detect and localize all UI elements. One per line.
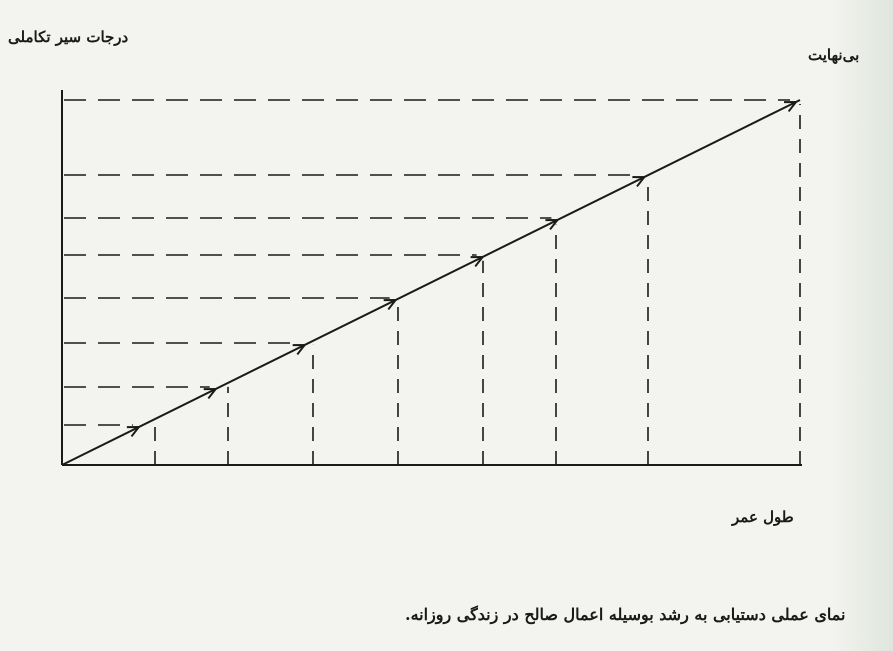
arrow-icon bbox=[292, 343, 307, 356]
arrow-icon bbox=[470, 255, 485, 268]
arrow-icon bbox=[383, 298, 398, 311]
figure-caption: نمای عملی دستیابی به رشد بوسیله اعمال صا… bbox=[405, 605, 846, 624]
arrow-icon bbox=[126, 425, 141, 438]
x-axis-label: طول عمر bbox=[732, 508, 794, 526]
arrow-icon bbox=[632, 175, 647, 188]
infinity-label: بی‌نهایت bbox=[808, 46, 860, 64]
page-edge-shadow bbox=[833, 0, 893, 651]
arrow-icon bbox=[203, 387, 218, 400]
growth-line bbox=[61, 99, 801, 466]
arrow-icon bbox=[783, 100, 799, 113]
arrow-icon bbox=[545, 218, 560, 231]
y-axis-label: درجات سیر تکاملی bbox=[8, 28, 129, 46]
